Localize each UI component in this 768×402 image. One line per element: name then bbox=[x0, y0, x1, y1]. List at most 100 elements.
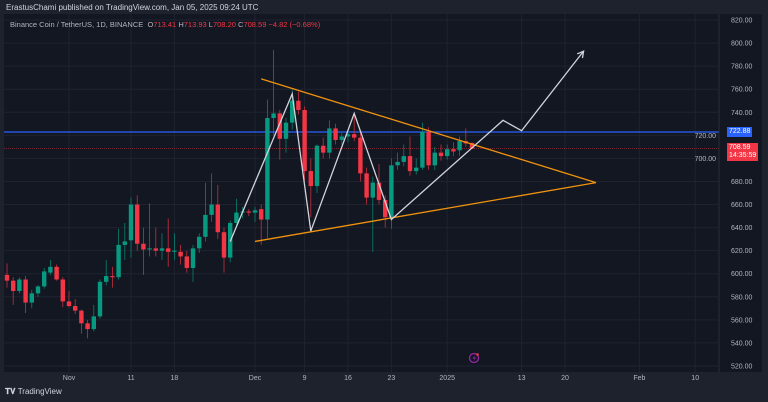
candle-body bbox=[296, 100, 301, 110]
price-tick-label: 560.00 bbox=[731, 317, 753, 324]
candle-body bbox=[11, 280, 16, 292]
candle-body bbox=[35, 286, 41, 294]
candle-body bbox=[271, 113, 276, 119]
candle bbox=[17, 277, 22, 294]
candle bbox=[116, 228, 121, 280]
candle-body bbox=[339, 136, 344, 140]
candle-body bbox=[364, 173, 369, 198]
candle-body bbox=[438, 152, 444, 157]
candle bbox=[42, 267, 47, 289]
candle-body bbox=[234, 212, 239, 223]
candle bbox=[451, 142, 456, 157]
triangle-trendline bbox=[254, 181, 597, 243]
candle-body bbox=[190, 248, 196, 268]
candle-body bbox=[370, 182, 375, 198]
price-tick-label: 600.00 bbox=[731, 271, 753, 278]
close-value: 708.59 bbox=[243, 20, 267, 29]
candle bbox=[252, 206, 258, 222]
candle bbox=[308, 158, 313, 218]
candle-body bbox=[277, 113, 282, 139]
candle bbox=[122, 222, 127, 260]
candle-body bbox=[302, 109, 307, 172]
candle bbox=[135, 195, 140, 251]
grid bbox=[4, 14, 718, 372]
arrow-head-icon bbox=[576, 50, 585, 59]
candle bbox=[91, 304, 96, 332]
candle-body bbox=[48, 266, 53, 273]
time-tick-label: 16 bbox=[344, 375, 352, 382]
time-tick-label: 18 bbox=[171, 375, 179, 382]
candle bbox=[432, 146, 437, 170]
candle bbox=[197, 233, 202, 253]
time-tick-label: 11 bbox=[127, 375, 134, 382]
candle bbox=[302, 106, 307, 181]
tradingview-logo-icon: 𝐓𝐕 bbox=[5, 387, 16, 396]
candle-body bbox=[128, 204, 134, 241]
candle-body bbox=[457, 141, 462, 151]
candle bbox=[339, 133, 344, 145]
open-value: 713.41 bbox=[153, 20, 177, 29]
price-tick-label: 540.00 bbox=[731, 340, 753, 347]
close-label: C bbox=[238, 20, 244, 29]
candles bbox=[4, 49, 597, 339]
footer-brand[interactable]: 𝐓𝐕 TradingView bbox=[5, 387, 62, 397]
candle bbox=[246, 209, 251, 217]
candle-body bbox=[252, 210, 258, 213]
lightning-icon[interactable] bbox=[468, 352, 480, 364]
candle-body bbox=[184, 256, 189, 268]
candle bbox=[48, 259, 53, 275]
candle-body bbox=[259, 209, 264, 220]
candle bbox=[395, 152, 400, 170]
candle bbox=[110, 266, 115, 288]
symbol-name[interactable]: Binance Coin / TetherUS, 1D, BINANCE bbox=[10, 20, 144, 29]
candle-body bbox=[209, 204, 214, 215]
bar-countdown: 14:35:59 bbox=[729, 152, 757, 159]
time-tick-label: 13 bbox=[518, 375, 526, 382]
candle-body bbox=[135, 204, 140, 244]
candle bbox=[104, 259, 109, 286]
price-tick-label: 740.00 bbox=[731, 110, 753, 117]
candle-body bbox=[159, 248, 165, 251]
candle-body bbox=[110, 276, 115, 278]
candle-body bbox=[147, 248, 152, 250]
candle-body bbox=[60, 279, 65, 302]
candle-body bbox=[327, 128, 332, 153]
candle-body bbox=[395, 161, 400, 166]
candle bbox=[265, 99, 270, 238]
candle-body bbox=[321, 145, 326, 153]
price-tick-label: 660.00 bbox=[731, 202, 753, 209]
candle bbox=[333, 123, 338, 145]
candle bbox=[321, 137, 326, 159]
chart-pane[interactable] bbox=[4, 14, 762, 372]
candle-body bbox=[221, 232, 227, 258]
time-axis: Nov 11 18 Dec 9 16 23 2025 13 20 Feb 10 bbox=[63, 375, 699, 382]
candle-body bbox=[141, 243, 146, 250]
candle-body bbox=[283, 122, 289, 139]
candle-body bbox=[265, 118, 270, 220]
candle bbox=[79, 309, 84, 334]
candle-body bbox=[308, 171, 313, 187]
candle bbox=[445, 144, 450, 160]
candle bbox=[463, 128, 468, 147]
candle bbox=[364, 167, 369, 205]
price-tick-label: 760.00 bbox=[731, 87, 753, 94]
drawings bbox=[4, 131, 719, 149]
candle-body bbox=[54, 266, 59, 280]
symbol-legend: Binance Coin / TetherUS, 1D, BINANCE O71… bbox=[10, 20, 320, 29]
candle-body bbox=[426, 131, 431, 166]
price-axis: 820.00 800.00 780.00 760.00 740.00 720.00 700.… bbox=[695, 14, 753, 372]
candle-body bbox=[451, 149, 456, 152]
time-tick-label: 2025 bbox=[439, 375, 455, 382]
candle-body bbox=[389, 165, 394, 218]
candle bbox=[271, 49, 276, 136]
candle-body bbox=[376, 182, 382, 200]
candle-body bbox=[383, 199, 388, 218]
candle-body bbox=[23, 279, 28, 303]
open-label: O bbox=[147, 20, 154, 29]
candle-body bbox=[420, 131, 425, 168]
candle bbox=[60, 277, 65, 308]
candle-body bbox=[358, 137, 363, 174]
candle-body bbox=[352, 134, 357, 138]
candle bbox=[234, 198, 239, 228]
